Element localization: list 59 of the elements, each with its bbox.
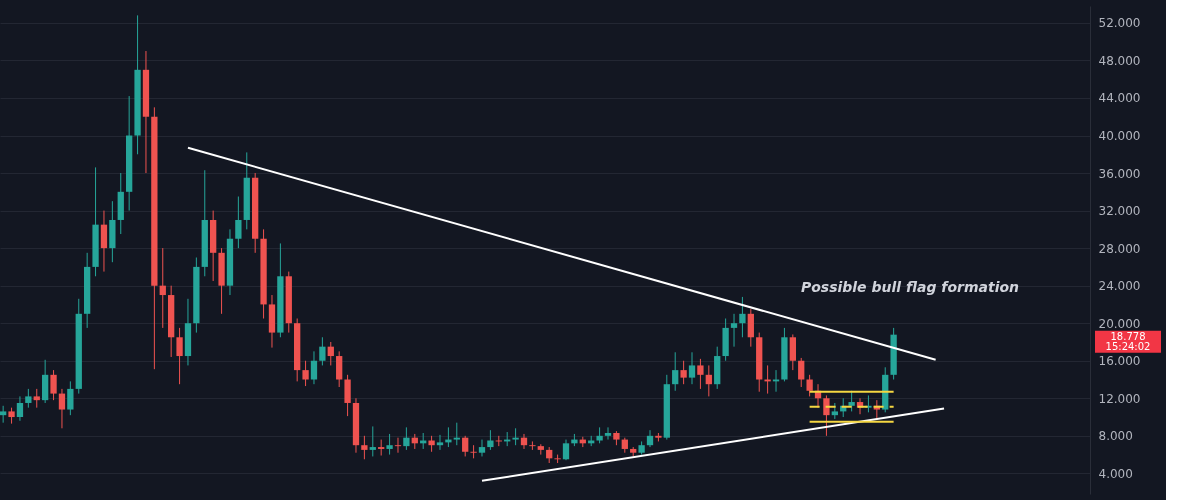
candlestick xyxy=(688,351,696,385)
candlestick xyxy=(562,439,570,461)
candlestick xyxy=(487,429,494,451)
candlestick xyxy=(705,364,712,397)
candlestick xyxy=(344,374,351,417)
text: 15:24:02 xyxy=(1105,340,1151,352)
candlestick xyxy=(672,351,679,392)
candlestick xyxy=(436,434,444,451)
y-tick-label: 12.000 xyxy=(1098,391,1141,406)
candlestick xyxy=(50,369,57,401)
y-tick-label: 32.000 xyxy=(1098,204,1141,219)
candlestick xyxy=(739,296,746,338)
candlestick xyxy=(680,360,687,385)
candlestick xyxy=(33,388,40,409)
y-tick-label: 16.000 xyxy=(1098,354,1141,369)
candlestick xyxy=(823,394,830,437)
candlestick xyxy=(697,358,704,390)
candlestick xyxy=(159,247,166,329)
annotation: Possible bull flag formation xyxy=(800,279,1020,295)
candlestick xyxy=(453,422,460,446)
candlestick xyxy=(806,374,813,397)
y-tick-label: 52.000 xyxy=(1098,16,1141,31)
y-tick-label: 20.000 xyxy=(1098,316,1141,331)
y-tick-label: 36.000 xyxy=(1098,166,1141,181)
y-tick-label: 44.000 xyxy=(1098,91,1141,106)
candlestick xyxy=(386,433,393,456)
candlestick xyxy=(25,388,32,409)
candlestick xyxy=(470,444,477,459)
y-tick-label: 4.000 xyxy=(1098,466,1133,481)
candlestick xyxy=(319,336,326,366)
candlestick xyxy=(302,360,309,387)
candlestick xyxy=(730,313,738,348)
text: 18.778 xyxy=(1110,330,1146,342)
candlestick xyxy=(336,350,343,388)
candlestick xyxy=(369,425,376,457)
candlestick xyxy=(462,435,469,457)
candlestick xyxy=(100,210,108,273)
candlestick xyxy=(327,341,334,366)
candlestick xyxy=(16,395,24,422)
candlestick xyxy=(235,196,242,249)
y-tick-label: 48.000 xyxy=(1098,53,1141,68)
y-tick-label: 8.000 xyxy=(1098,429,1133,444)
candlestick xyxy=(478,439,486,457)
candlestick xyxy=(604,426,612,441)
candlestick xyxy=(529,440,536,451)
candlestick xyxy=(310,350,318,385)
candlestick xyxy=(646,429,654,448)
candlestick xyxy=(176,327,183,385)
y-tick-label: 28.000 xyxy=(1098,241,1141,256)
candlestick xyxy=(789,333,796,371)
candlestick xyxy=(58,388,66,429)
candlestick xyxy=(403,426,410,451)
candlestick xyxy=(798,357,805,388)
y-tick-label: 24.000 xyxy=(1098,279,1141,294)
candlestick xyxy=(361,435,368,460)
candlestick xyxy=(67,380,74,416)
y-tick-label: 40.000 xyxy=(1098,129,1141,144)
candlestick xyxy=(747,308,754,348)
candlestick xyxy=(394,437,402,454)
